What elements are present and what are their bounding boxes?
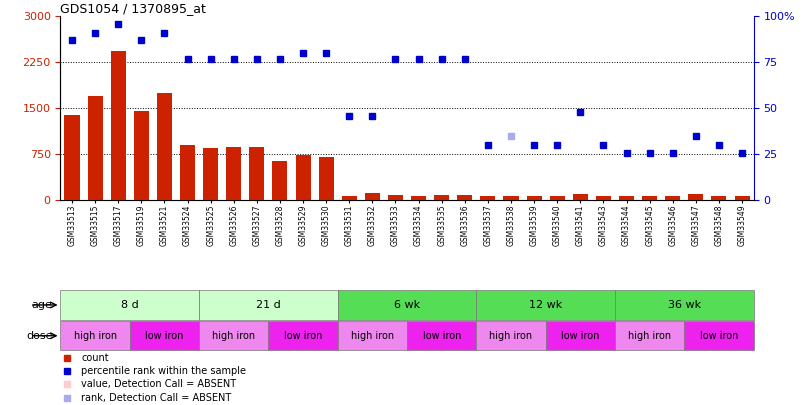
Text: high iron: high iron	[212, 331, 256, 341]
Bar	[64, 115, 80, 200]
Bar	[268, 321, 338, 350]
Bar	[134, 111, 149, 200]
Bar	[130, 321, 199, 350]
Bar	[249, 147, 264, 200]
Text: high iron: high iron	[351, 331, 394, 341]
Bar	[199, 290, 338, 320]
Bar	[272, 161, 288, 200]
Bar	[110, 51, 126, 200]
Text: GDS1054 / 1370895_at: GDS1054 / 1370895_at	[60, 2, 206, 15]
Bar	[338, 321, 407, 350]
Text: high iron: high iron	[489, 331, 533, 341]
Bar	[615, 290, 754, 320]
Bar	[157, 93, 172, 200]
Text: 36 wk: 36 wk	[667, 300, 701, 310]
Bar	[615, 321, 684, 350]
Bar	[688, 194, 704, 200]
Bar	[573, 194, 588, 200]
Bar	[546, 321, 615, 350]
Bar	[365, 193, 380, 200]
Text: 21 d: 21 d	[256, 300, 280, 310]
Bar	[734, 196, 750, 200]
Bar	[550, 196, 565, 200]
Text: low iron: low iron	[145, 331, 184, 341]
Bar	[619, 196, 634, 200]
Bar	[203, 148, 218, 200]
Bar	[226, 147, 241, 200]
Text: count: count	[81, 353, 109, 362]
Bar	[596, 196, 611, 200]
Bar	[457, 195, 472, 200]
Text: low iron: low iron	[561, 331, 600, 341]
Bar	[411, 196, 426, 200]
Bar	[476, 290, 615, 320]
Text: 8 d: 8 d	[121, 300, 139, 310]
Bar	[684, 321, 754, 350]
Bar	[388, 195, 403, 200]
Bar	[434, 195, 449, 200]
Text: rank, Detection Call = ABSENT: rank, Detection Call = ABSENT	[81, 393, 231, 403]
Bar	[504, 196, 518, 200]
Bar	[480, 196, 496, 200]
Bar	[338, 290, 476, 320]
Bar	[407, 321, 476, 350]
Bar	[199, 321, 268, 350]
Text: high iron: high iron	[628, 331, 671, 341]
Bar	[88, 96, 102, 200]
Text: age: age	[31, 300, 52, 310]
Bar	[296, 155, 310, 200]
Bar	[665, 196, 680, 200]
Text: 12 wk: 12 wk	[529, 300, 563, 310]
Text: low iron: low iron	[422, 331, 461, 341]
Bar	[642, 196, 657, 200]
Bar	[180, 145, 195, 200]
Text: high iron: high iron	[73, 331, 117, 341]
Text: low iron: low iron	[700, 331, 738, 341]
Text: value, Detection Call = ABSENT: value, Detection Call = ABSENT	[81, 379, 236, 389]
Bar	[318, 158, 334, 200]
Bar	[526, 196, 542, 200]
Bar	[60, 321, 130, 350]
Text: dose: dose	[26, 331, 52, 341]
Bar	[342, 196, 357, 200]
Text: 6 wk: 6 wk	[394, 300, 420, 310]
Text: percentile rank within the sample: percentile rank within the sample	[81, 366, 247, 376]
Bar	[712, 196, 726, 200]
Bar	[476, 321, 546, 350]
Text: low iron: low iron	[284, 331, 322, 341]
Bar	[60, 290, 199, 320]
